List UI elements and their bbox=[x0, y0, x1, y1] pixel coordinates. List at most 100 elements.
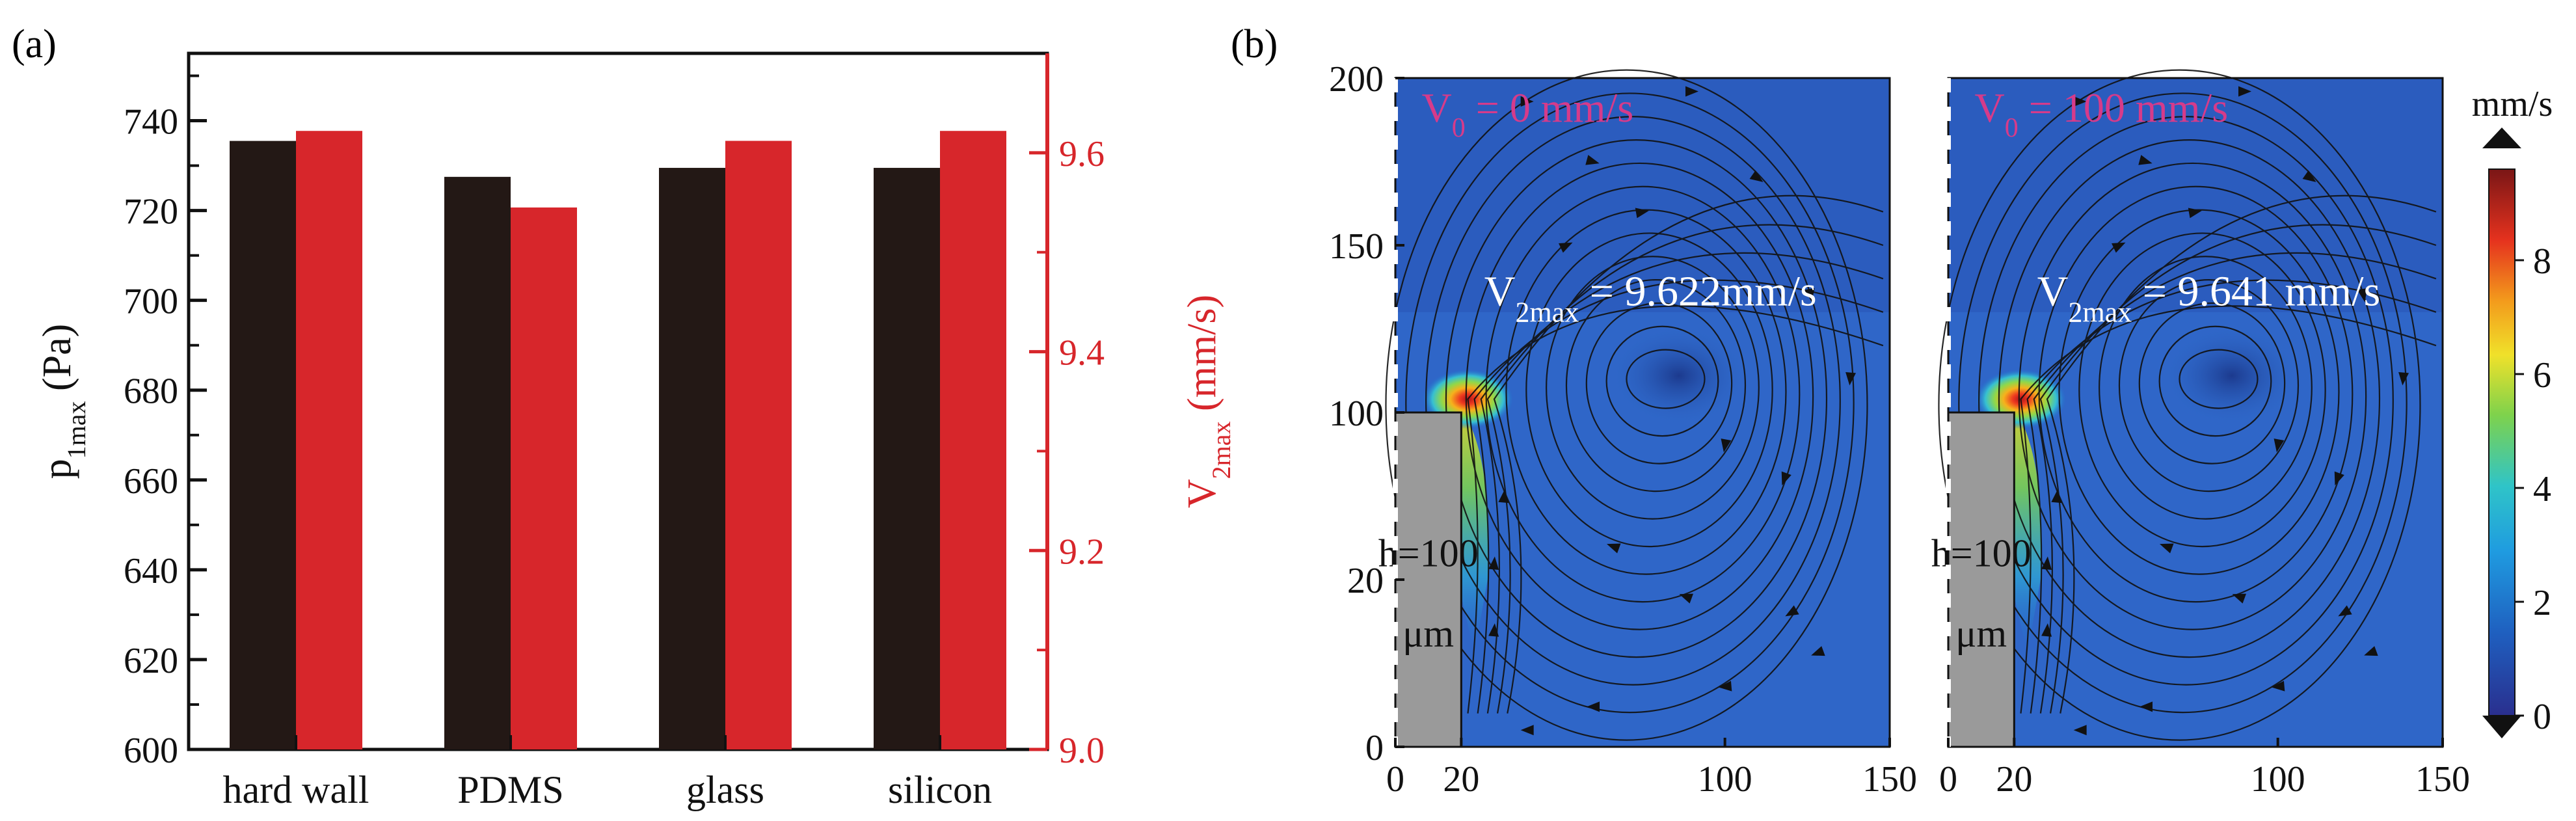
flow-arrow bbox=[1587, 701, 1600, 712]
flow-arrow bbox=[2138, 155, 2153, 165]
inlet-velocity-sub: 0 bbox=[1452, 113, 1466, 143]
category-label: PDMS bbox=[457, 768, 563, 811]
streamline bbox=[2058, 209, 2340, 575]
flow-arrow bbox=[2398, 371, 2409, 386]
left-tick-label: 720 bbox=[124, 192, 178, 232]
colorbar: mm/s 0 2 4 6 8 bbox=[2472, 84, 2553, 738]
y-tick-label: 100 bbox=[1329, 394, 1384, 434]
left-tick-label: 700 bbox=[124, 282, 178, 322]
bar-v2max bbox=[940, 131, 1006, 749]
streamline bbox=[2046, 195, 2437, 714]
inlet-velocity-value: = 0 mm/s bbox=[1466, 85, 1633, 131]
streamline bbox=[2020, 305, 2437, 714]
category-label: hard wall bbox=[223, 768, 369, 811]
x-tick-label: 100 bbox=[2251, 759, 2305, 800]
streamline bbox=[1998, 139, 2381, 658]
streamline bbox=[1585, 302, 1733, 464]
vortex-core bbox=[2160, 323, 2303, 428]
vortex-core bbox=[1607, 323, 1751, 428]
x-tick-label: 150 bbox=[2415, 759, 2470, 800]
left-ylabel: p1max (Pa) bbox=[35, 324, 91, 479]
inlet-velocity-main: V bbox=[1422, 85, 1452, 131]
flow-frame bbox=[1947, 77, 2444, 748]
streamline bbox=[1546, 256, 1760, 520]
max-velocity-main: V bbox=[2037, 268, 2069, 316]
max-velocity-main: V bbox=[1484, 268, 1516, 316]
max-velocity-label: V2max = 9.622mm/s bbox=[1484, 268, 1817, 329]
flow-arrow bbox=[1811, 646, 1825, 656]
streamline bbox=[1445, 139, 1828, 658]
flow-arrow bbox=[2232, 593, 2246, 604]
flow-arrow bbox=[1488, 556, 1499, 570]
flow-arrow bbox=[2338, 605, 2352, 617]
y-tick-label: 0 bbox=[1365, 728, 1384, 768]
left-tick-label: 740 bbox=[124, 102, 178, 142]
flow-arrow bbox=[1498, 489, 1509, 504]
flow-arrow bbox=[1520, 96, 1534, 107]
inlet-velocity-value: = 100 mm/s bbox=[2019, 85, 2228, 131]
panel-a-label: (a) bbox=[12, 22, 57, 66]
streamline bbox=[2018, 162, 2367, 630]
streamline bbox=[1485, 185, 1801, 603]
flow-arrow bbox=[1520, 725, 1534, 736]
colorbar-ticks: 0 2 4 6 8 bbox=[2515, 241, 2551, 737]
colorbar-tick-label: 6 bbox=[2533, 355, 2551, 396]
flow-arrow bbox=[2073, 725, 2087, 736]
bar-v2max bbox=[511, 207, 577, 749]
colorbar-down-arrow-icon bbox=[2482, 716, 2521, 738]
streamline bbox=[1626, 349, 1706, 409]
streamline bbox=[2026, 279, 2437, 714]
y-tick-label: 20 bbox=[1347, 561, 1384, 601]
left-tick-label: 680 bbox=[124, 371, 178, 412]
obstacle-label-unit: μm bbox=[1955, 612, 2007, 655]
obstacle-block bbox=[1394, 411, 1462, 748]
colorbar-gradient bbox=[2488, 168, 2516, 716]
flow-arrow bbox=[1718, 680, 1732, 692]
right-tick-label: 9.0 bbox=[1059, 731, 1105, 771]
streamline bbox=[1525, 232, 1773, 548]
bar-ticks: 600 620 640 660 680 700 720 740 9.0 9.2 9.4 9.6 bbox=[124, 53, 1105, 771]
streamline bbox=[2158, 325, 2272, 437]
streamlines bbox=[1938, 69, 2437, 741]
streamline bbox=[1467, 305, 1884, 714]
streamline bbox=[2078, 232, 2326, 548]
streamline bbox=[1486, 224, 1884, 714]
max-velocity-value: = 9.622mm/s bbox=[1579, 268, 1816, 316]
flow-arrow bbox=[2188, 208, 2202, 219]
category-label: glass bbox=[686, 768, 764, 811]
flow-arrow bbox=[1488, 623, 1499, 637]
flow-arrow bbox=[1635, 208, 1649, 219]
streamline bbox=[1425, 116, 1841, 686]
flow-arrow bbox=[1559, 242, 1573, 253]
obstacle-label-unit: μm bbox=[1402, 612, 1454, 655]
left-tick-label: 640 bbox=[124, 551, 178, 591]
streamline bbox=[1480, 252, 1884, 714]
y-tick-label: 150 bbox=[1329, 226, 1384, 267]
flow-arrow bbox=[2112, 242, 2126, 253]
bar-labels: hard wall PDMS glass silicon bbox=[223, 768, 992, 811]
streamline bbox=[2179, 349, 2259, 409]
left-tick-label: 660 bbox=[124, 461, 178, 502]
flow-arrow bbox=[2271, 680, 2285, 692]
flow-arrow bbox=[1721, 438, 1732, 453]
flow-arrow bbox=[2274, 438, 2285, 453]
colorbar-up-arrow-icon bbox=[2482, 128, 2521, 148]
max-velocity-label: V2max = 9.641 mm/s bbox=[2037, 268, 2380, 329]
bars bbox=[230, 131, 1006, 750]
panel-b-label: (b) bbox=[1231, 22, 1278, 66]
streamline bbox=[1978, 116, 2394, 686]
max-velocity-value: = 9.641 mm/s bbox=[2132, 268, 2380, 316]
bar-v2max bbox=[296, 131, 362, 749]
inlet-velocity-sub: 0 bbox=[2005, 113, 2019, 143]
streamline bbox=[1605, 325, 1719, 437]
x-tick-label: 100 bbox=[1698, 759, 1752, 800]
streamline bbox=[1565, 278, 1747, 492]
left-tick-label: 620 bbox=[124, 641, 178, 681]
colorbar-unit: mm/s bbox=[2472, 84, 2553, 124]
x-tick-label: 0 bbox=[1939, 759, 1957, 800]
colorbar-tick-label: 4 bbox=[2533, 469, 2551, 509]
flow-arrow bbox=[2357, 288, 2368, 302]
flow-arrow bbox=[1607, 543, 1621, 554]
